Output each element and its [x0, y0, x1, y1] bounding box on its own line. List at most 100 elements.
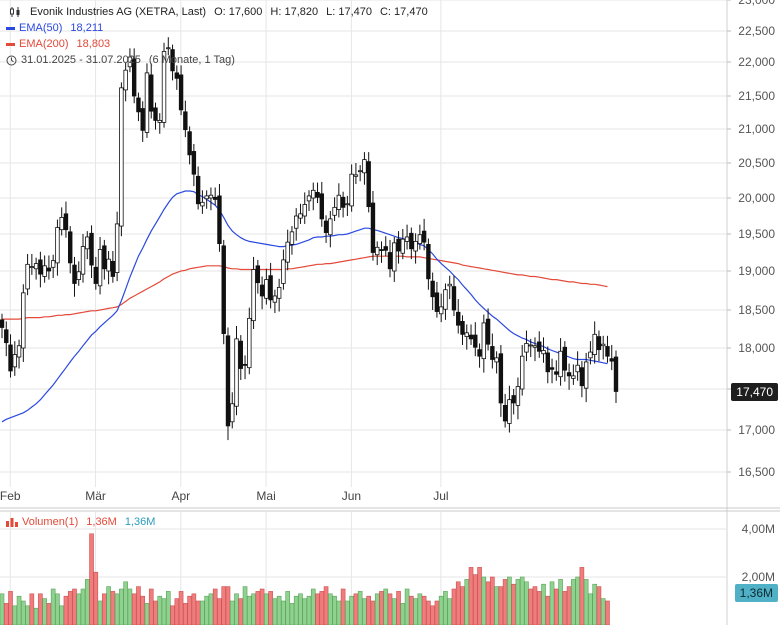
date-range: 31.01.2025 - 31.07.2025 (6 Monate, 1 Tag… [6, 54, 235, 66]
candle-body [166, 47, 171, 50]
volume-bar [289, 603, 295, 625]
candle-body [72, 264, 77, 284]
candle-body [59, 217, 64, 231]
volume-bar [498, 586, 504, 625]
ema200-value: 18,803 [76, 38, 111, 50]
volume-bar [157, 595, 163, 625]
volume-bar [80, 588, 86, 625]
volume-bar [434, 600, 440, 625]
x-tick-label: Jul [433, 489, 448, 503]
volume-bar [404, 588, 410, 625]
volume-bar [400, 603, 406, 625]
candle-body [443, 289, 448, 310]
volume-bar [127, 588, 133, 625]
candle-body [558, 350, 563, 378]
volume-bar [25, 605, 30, 625]
candle-body [0, 319, 5, 328]
y-tick-label: 22,500 [738, 24, 775, 38]
candle-body [247, 317, 252, 369]
volume-bar [374, 593, 380, 625]
candle-body [119, 87, 124, 227]
volume-bar [430, 605, 435, 625]
ema200-legend[interactable]: EMA(200) 18,803 [6, 38, 110, 50]
candle-body [170, 49, 175, 72]
volume-legend[interactable]: Volumen(1) 1,36M 1,36M [6, 516, 155, 528]
volume-bar [447, 598, 453, 625]
volume-bar [102, 593, 107, 625]
candle-body [311, 189, 316, 199]
volume-bar [596, 586, 602, 625]
candle-body [315, 191, 320, 198]
candle-body [362, 159, 367, 174]
x-tick-label: Apr [171, 489, 190, 503]
volume-bar [549, 581, 555, 625]
volume-bar [8, 591, 13, 625]
volume-bar [345, 600, 350, 625]
ema50-label: EMA(50) [19, 22, 63, 34]
volume-bar [328, 593, 333, 625]
volume-bar [515, 579, 521, 625]
volume-bar [12, 605, 18, 625]
candle-body [421, 230, 427, 243]
volume-bar [519, 576, 525, 625]
y-tick-label: 23,000 [738, 0, 775, 7]
candle-body [306, 195, 312, 202]
volume-bar [140, 595, 146, 625]
volume-bar [319, 591, 325, 625]
y-tick-label: 18,000 [738, 341, 775, 355]
volume-bar [323, 586, 329, 625]
volume-bar [16, 595, 22, 625]
candle-body [566, 372, 572, 377]
volume-bar [396, 591, 401, 625]
y-tick-label: 22,000 [738, 55, 775, 69]
y-tick-label: 19,500 [738, 227, 775, 241]
candle-body [131, 58, 137, 97]
volume-bar [302, 598, 308, 625]
candle-body [349, 173, 354, 207]
volume-bar [353, 593, 359, 625]
volume-bar [485, 581, 491, 625]
ema50-value: 18,211 [70, 22, 104, 34]
candle-body [468, 334, 474, 340]
volume-bar [84, 579, 90, 625]
volume-bar [579, 567, 585, 625]
volume-bar [413, 598, 418, 625]
volume-bar [200, 600, 205, 625]
volume-bars-icon [6, 517, 18, 527]
volume-bar [242, 586, 248, 625]
candle-body [340, 196, 346, 208]
volume-bar [571, 579, 576, 625]
candle-body [571, 375, 576, 379]
volume-bar [123, 581, 128, 625]
y-tick-label: 19,000 [738, 264, 775, 278]
volume-bar [443, 591, 448, 625]
volume-bar [50, 588, 56, 625]
ema50-swatch [6, 26, 15, 30]
y-tick-label: 16,500 [738, 465, 775, 479]
candle-body [302, 204, 307, 217]
candle-body [212, 196, 218, 200]
candle-body [375, 246, 380, 256]
volume-bar [417, 593, 423, 625]
volume-bar [136, 586, 141, 625]
ema50-legend[interactable]: EMA(50) 18,211 [6, 22, 103, 34]
candles-group [0, 37, 619, 441]
volume-bar [545, 595, 551, 625]
x-tick-label: Mär [85, 489, 106, 503]
candle-body [114, 223, 120, 273]
candle-body [161, 51, 167, 123]
volume-bar [119, 588, 124, 625]
volume-bar [426, 600, 431, 625]
candle-body [8, 344, 13, 372]
volume-value-blue: 1,36M [124, 516, 156, 528]
candle-body [575, 364, 580, 373]
y-tick-label: 21,500 [738, 89, 775, 103]
candle-body [404, 236, 410, 242]
volume-bar [55, 593, 60, 625]
volume-bars-group [0, 533, 610, 625]
volume-bar [472, 574, 478, 625]
candle-body [438, 306, 444, 315]
volume-bar [349, 595, 354, 625]
volume-bar [494, 586, 499, 625]
